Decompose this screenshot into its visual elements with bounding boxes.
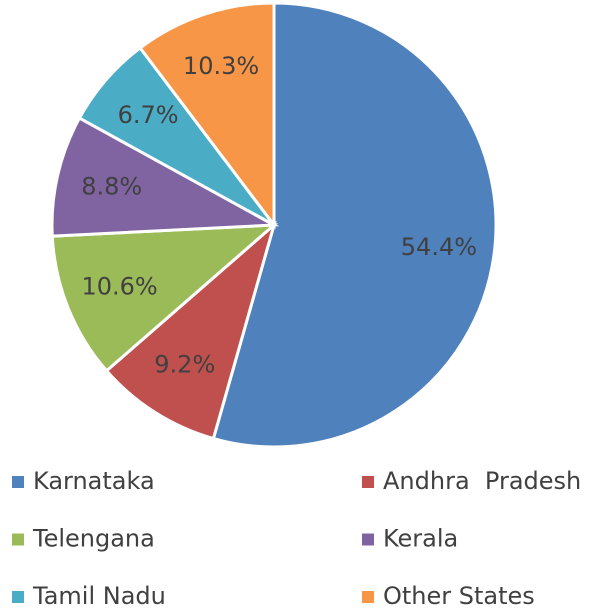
data-label: 54.4%: [401, 233, 477, 261]
legend-swatch: [12, 476, 24, 488]
pie-slice: [104, 220, 277, 441]
pie-slice: [50, 116, 280, 238]
pie-slice: [50, 223, 279, 373]
legend-label: Andhra Pradesh: [383, 467, 581, 495]
pie-slice: [138, 1, 276, 230]
data-label: 10.6%: [81, 272, 157, 300]
legend-swatch: [362, 533, 374, 546]
legend-label: Other States: [383, 582, 535, 610]
data-label: 8.8%: [81, 173, 142, 201]
pie-slice: [211, 1, 498, 449]
legend-swatch: [362, 591, 374, 603]
data-label: 10.3%: [183, 52, 259, 80]
legend-label: Tamil Nadu: [32, 582, 166, 610]
data-label: 6.7%: [118, 101, 179, 129]
legend-swatch: [12, 591, 24, 603]
legend-swatch: [12, 533, 24, 546]
legend-label: Kerala: [383, 525, 458, 553]
data-label: 9.2%: [154, 351, 215, 379]
legend-label: Telengana: [32, 525, 155, 553]
legend-swatch: [362, 476, 374, 488]
legend-label: Karnataka: [33, 467, 155, 495]
